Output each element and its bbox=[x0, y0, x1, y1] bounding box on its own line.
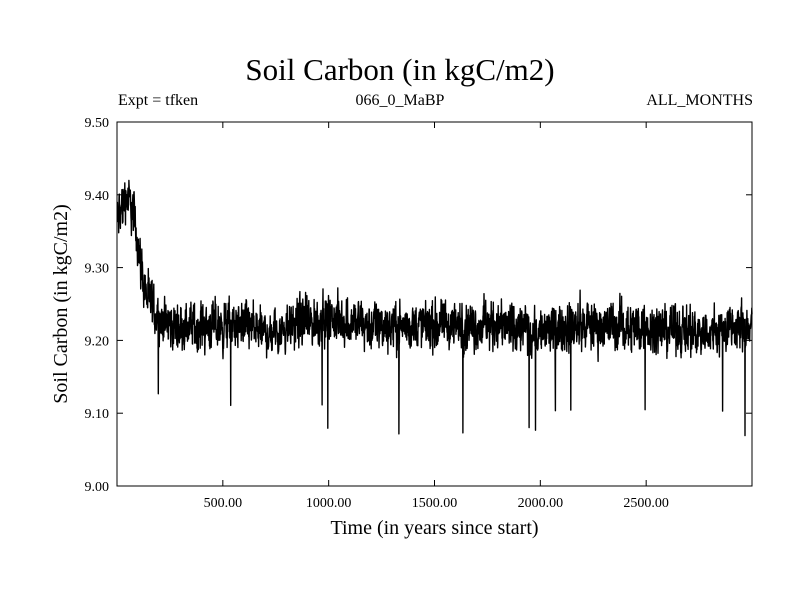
y-tick-label: 9.20 bbox=[85, 334, 110, 349]
y-axis-label: Soil Carbon (in kgC/m2) bbox=[50, 204, 72, 403]
y-tick-label: 9.10 bbox=[85, 407, 110, 422]
y-tick-label: 9.40 bbox=[85, 189, 110, 204]
x-tick-label: 2000.00 bbox=[518, 496, 564, 511]
y-tick-label: 9.50 bbox=[85, 116, 110, 131]
ticks-layer: 500.00 1000.00 1500.00 2000.00 2500.00 9.00 9.… bbox=[85, 116, 752, 511]
x-axis-label: Time (in years since start) bbox=[330, 517, 538, 539]
period-label: 066_0_MaBP bbox=[355, 92, 445, 109]
x-tick-label: 500.00 bbox=[204, 496, 243, 511]
months-label: ALL_MONTHS bbox=[646, 92, 753, 109]
x-tick-label: 2500.00 bbox=[623, 496, 669, 511]
y-tick-label: 9.30 bbox=[85, 262, 110, 277]
y-tick-label: 9.00 bbox=[85, 480, 110, 495]
chart-title: Soil Carbon (in kgC/m2) bbox=[245, 52, 555, 87]
soil-carbon-series-line bbox=[116, 179, 753, 437]
x-tick-label: 1000.00 bbox=[306, 496, 352, 511]
experiment-label: Expt = tfken bbox=[118, 92, 199, 109]
x-tick-label: 1500.00 bbox=[412, 496, 458, 511]
series-layer bbox=[116, 179, 753, 437]
